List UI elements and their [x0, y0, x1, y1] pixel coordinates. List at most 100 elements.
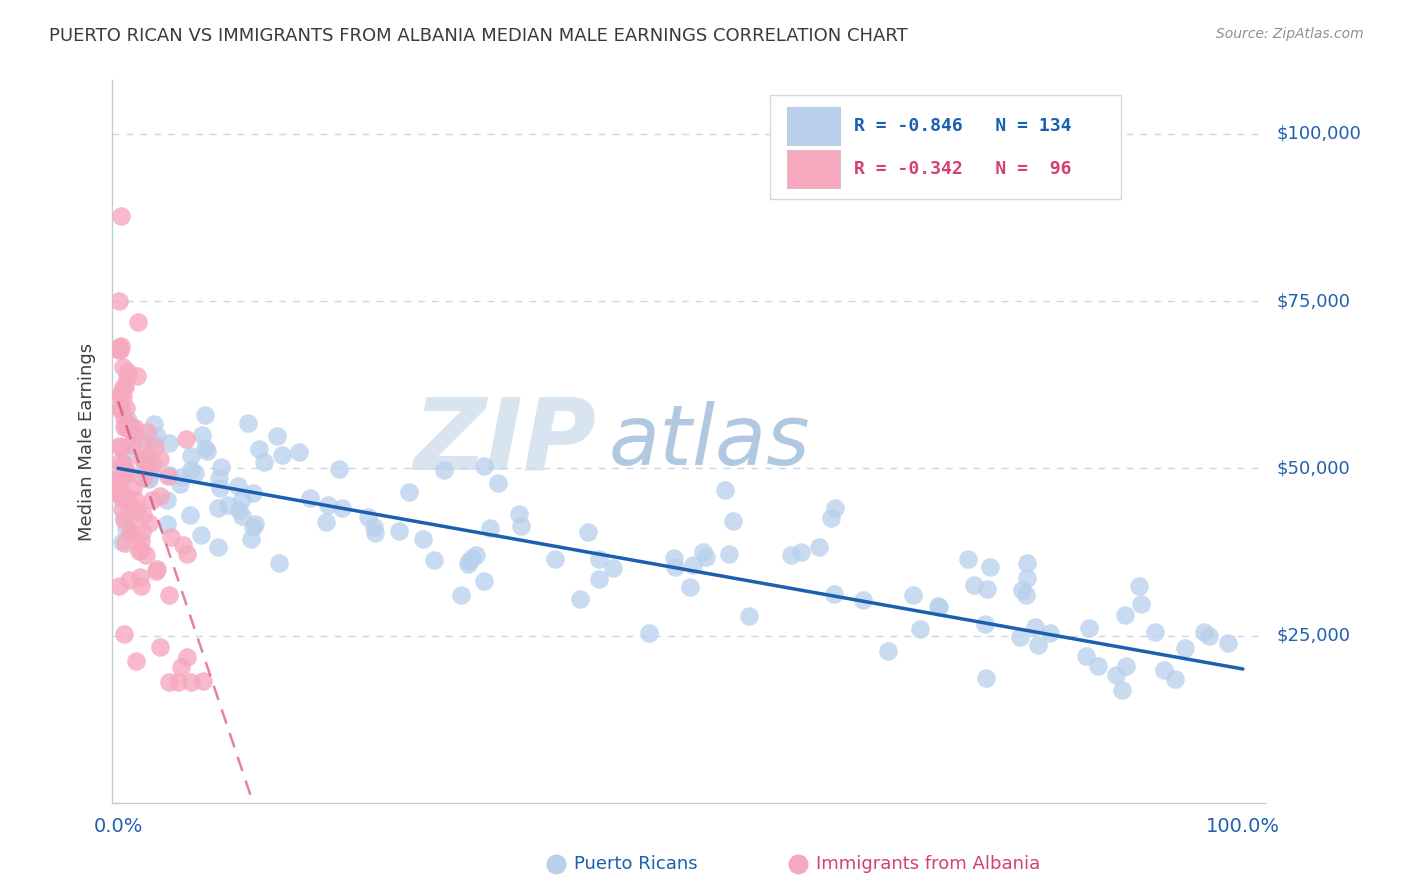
- Point: [270, 448, 292, 462]
- Point: [110, 472, 132, 486]
- Point: [159, 468, 181, 483]
- Point: [207, 501, 229, 516]
- Point: [588, 572, 610, 586]
- Point: [121, 526, 143, 541]
- Point: [540, 796, 562, 810]
- Point: [127, 316, 149, 330]
- Point: [114, 536, 136, 550]
- Point: [112, 412, 135, 426]
- Text: Puerto Ricans: Puerto Ricans: [574, 855, 697, 873]
- Point: [110, 490, 132, 504]
- Point: [963, 577, 986, 591]
- Point: [576, 524, 599, 539]
- Point: [976, 582, 998, 596]
- Point: [412, 532, 434, 546]
- Point: [111, 487, 134, 501]
- Point: [170, 660, 193, 674]
- Point: [132, 444, 155, 458]
- Point: [129, 534, 152, 549]
- Text: PUERTO RICAN VS IMMIGRANTS FROM ALBANIA MEDIAN MALE EARNINGS CORRELATION CHART: PUERTO RICAN VS IMMIGRANTS FROM ALBANIA …: [49, 27, 908, 45]
- Point: [112, 457, 135, 471]
- Point: [208, 471, 231, 485]
- Point: [588, 551, 610, 566]
- Point: [717, 547, 740, 561]
- Point: [180, 675, 202, 690]
- Point: [157, 436, 180, 450]
- Point: [157, 588, 180, 602]
- Point: [107, 579, 129, 593]
- Point: [115, 420, 138, 434]
- Point: [170, 470, 193, 484]
- Point: [713, 483, 735, 497]
- Point: [927, 599, 949, 613]
- Point: [117, 491, 139, 505]
- Point: [195, 443, 218, 458]
- Point: [824, 501, 846, 516]
- Point: [117, 573, 139, 587]
- Point: [457, 554, 479, 568]
- Point: [910, 622, 932, 636]
- Point: [131, 524, 153, 539]
- Point: [110, 535, 132, 549]
- Point: [149, 451, 172, 466]
- Point: [167, 675, 190, 690]
- Point: [901, 588, 924, 602]
- Point: [231, 509, 253, 524]
- Point: [239, 532, 262, 546]
- Point: [242, 519, 264, 533]
- Point: [112, 627, 135, 641]
- Point: [108, 455, 131, 469]
- Point: [876, 643, 898, 657]
- Point: [928, 600, 950, 615]
- Point: [138, 516, 160, 531]
- Point: [146, 429, 169, 443]
- Text: R = -0.846   N = 134: R = -0.846 N = 134: [853, 117, 1071, 135]
- Point: [1087, 659, 1109, 673]
- Point: [138, 471, 160, 485]
- Point: [115, 491, 138, 506]
- Point: [176, 433, 198, 447]
- Point: [450, 588, 472, 602]
- Point: [120, 437, 142, 451]
- Point: [112, 379, 135, 393]
- Point: [107, 343, 129, 357]
- Point: [132, 508, 155, 523]
- Point: [115, 370, 138, 384]
- Point: [129, 579, 152, 593]
- Point: [121, 481, 143, 495]
- Text: ZIP: ZIP: [413, 393, 596, 490]
- Point: [108, 469, 131, 483]
- Point: [115, 417, 138, 431]
- Point: [479, 521, 502, 535]
- Point: [330, 500, 353, 515]
- Point: [111, 458, 134, 472]
- Point: [134, 453, 156, 467]
- Point: [979, 559, 1001, 574]
- Point: [602, 561, 624, 575]
- Point: [194, 408, 217, 422]
- Point: [110, 403, 132, 417]
- Point: [120, 526, 142, 541]
- Text: Source: ZipAtlas.com: Source: ZipAtlas.com: [1216, 27, 1364, 41]
- Point: [387, 524, 409, 538]
- Text: $50,000: $50,000: [1277, 459, 1350, 477]
- Point: [179, 508, 201, 523]
- Point: [508, 507, 530, 521]
- Text: $25,000: $25,000: [1277, 626, 1351, 645]
- Point: [124, 492, 146, 507]
- Point: [433, 463, 456, 477]
- Point: [464, 549, 486, 563]
- Point: [108, 473, 131, 487]
- Point: [121, 421, 143, 435]
- Point: [974, 617, 997, 632]
- Point: [135, 548, 157, 562]
- Point: [664, 560, 686, 574]
- Point: [108, 439, 131, 453]
- Text: atlas: atlas: [609, 401, 810, 482]
- Point: [267, 556, 290, 570]
- Point: [112, 359, 135, 374]
- Point: [298, 491, 321, 505]
- Point: [398, 484, 420, 499]
- Point: [316, 498, 339, 512]
- Point: [1153, 663, 1175, 677]
